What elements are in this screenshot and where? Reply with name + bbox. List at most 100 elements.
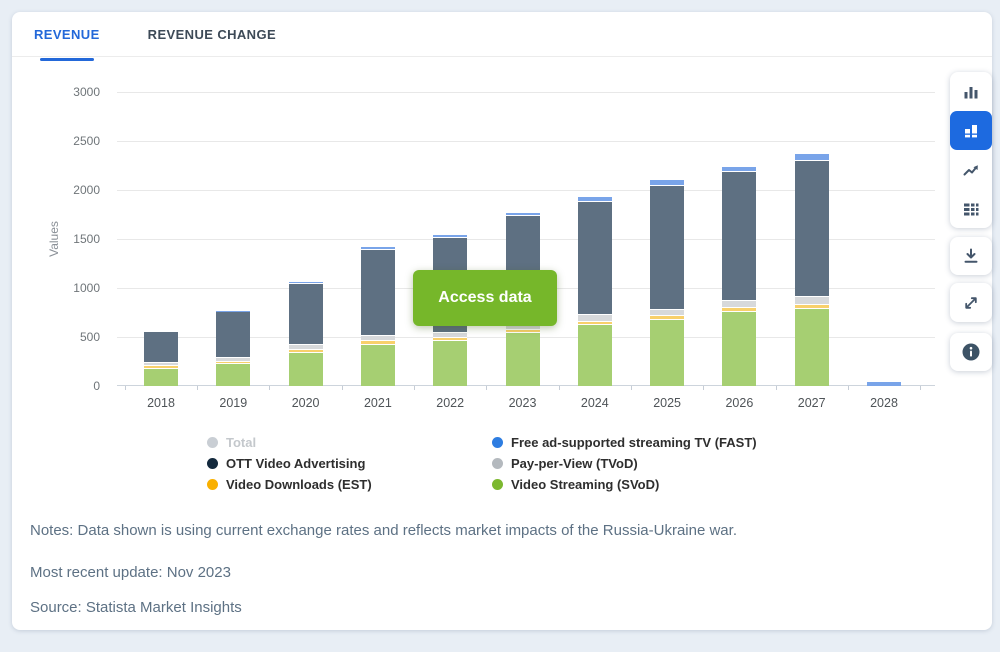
info-button[interactable]: [950, 333, 992, 371]
legend-dot-icon: [207, 479, 218, 490]
bar-segment[interactable]: [794, 153, 829, 160]
bar-segment[interactable]: [722, 311, 757, 386]
x-tick-label: 2026: [725, 396, 754, 410]
tab-revenue[interactable]: REVENUE: [34, 12, 100, 61]
bar-segment[interactable]: [867, 380, 901, 386]
x-tick-label: 2024: [580, 396, 609, 410]
download-button[interactable]: [950, 237, 992, 275]
legend-item[interactable]: Free ad-supported streaming TV (FAST): [492, 432, 757, 453]
bar-segment[interactable]: [577, 196, 612, 201]
tab-revenue-change[interactable]: REVENUE CHANGE: [147, 26, 277, 42]
fullscreen-button[interactable]: [950, 283, 992, 322]
bar-segment[interactable]: [360, 343, 395, 386]
x-tick-label: 2021: [363, 396, 392, 410]
bar-segment[interactable]: [144, 365, 178, 369]
bar-segment[interactable]: [577, 200, 612, 315]
x-axis-tick: [414, 386, 416, 390]
bar-segment[interactable]: [794, 303, 829, 308]
bar-segment[interactable]: [505, 332, 540, 386]
bar-segment[interactable]: [650, 179, 685, 185]
x-axis-tick: [558, 386, 560, 390]
legend-dot-icon: [207, 458, 218, 469]
legend-item[interactable]: OTT Video Advertising: [207, 453, 372, 474]
line-chart-button[interactable]: [950, 150, 992, 189]
bar-segment[interactable]: [794, 307, 829, 386]
legend-column-1: Total OTT Video Advertising Video Download…: [207, 432, 372, 495]
source-text: Source: Statista Market Insights: [30, 599, 242, 616]
bar-segment[interactable]: [433, 234, 468, 237]
bar-segment[interactable]: [360, 335, 395, 341]
bar-segment[interactable]: [722, 299, 757, 308]
bar-segment[interactable]: [288, 352, 323, 386]
stacked-chart-button[interactable]: [950, 111, 992, 150]
legend-label: OTT Video Advertising: [226, 456, 366, 471]
chart-type-switcher: [950, 72, 992, 228]
x-axis-tick: [775, 386, 777, 390]
bar-segment[interactable]: [216, 311, 251, 357]
bar-segment[interactable]: [433, 331, 468, 337]
bar-segment[interactable]: [144, 331, 178, 362]
legend-item[interactable]: Video Downloads (EST): [207, 474, 372, 495]
bar-segment[interactable]: [288, 343, 323, 349]
bar-segment[interactable]: [433, 340, 468, 386]
data-table-icon: [964, 203, 979, 215]
x-tick-label: 2020: [291, 396, 320, 410]
stacked-chart-icon: [965, 124, 977, 137]
bar-segment[interactable]: [722, 171, 757, 300]
x-axis-tick: [269, 386, 271, 390]
download-icon: [964, 248, 978, 263]
bar-segment[interactable]: [216, 360, 251, 364]
y-tick-label: 0: [93, 379, 100, 393]
y-tick-label: 500: [79, 330, 100, 344]
gridline: [117, 190, 935, 191]
bar-segment[interactable]: [650, 315, 685, 319]
bar-segment[interactable]: [722, 307, 757, 312]
bar-segment[interactable]: [360, 247, 395, 249]
bar-segment[interactable]: [288, 281, 323, 283]
x-tick-label: 2019: [219, 396, 248, 410]
bar-segment[interactable]: [216, 363, 251, 386]
bar-segment[interactable]: [577, 320, 612, 325]
bar-segment[interactable]: [577, 324, 612, 386]
bar-segment[interactable]: [794, 295, 829, 304]
bar-segment[interactable]: [360, 248, 395, 336]
bar-segment[interactable]: [577, 314, 612, 321]
bar-segment[interactable]: [144, 368, 178, 386]
data-table-button[interactable]: [950, 189, 992, 228]
gridline: [117, 92, 935, 93]
legend-item[interactable]: Video Streaming (SVoD): [492, 474, 757, 495]
legend-item[interactable]: Pay-per-View (TVoD): [492, 453, 757, 474]
y-tick-label: 2500: [73, 134, 100, 148]
bar-segment[interactable]: [722, 165, 757, 172]
legend-item[interactable]: Total: [207, 432, 372, 453]
info-icon: [962, 343, 980, 361]
legend-label: Total: [226, 435, 257, 450]
bar-segment[interactable]: [144, 361, 178, 366]
bar-segment[interactable]: [505, 211, 540, 215]
bar-segment[interactable]: [505, 328, 540, 333]
x-tick-label: 2023: [508, 396, 537, 410]
legend-label: Video Downloads (EST): [226, 477, 372, 492]
bar-segment[interactable]: [650, 308, 685, 316]
y-tick-label: 3000: [73, 85, 100, 99]
access-data-button[interactable]: Access data: [413, 270, 557, 326]
bar-segment[interactable]: [288, 348, 323, 353]
fullscreen-icon: [965, 296, 977, 309]
notes-text: Notes: Data shown is using current excha…: [30, 522, 737, 539]
y-tick-label: 1000: [73, 281, 100, 295]
bar-segment[interactable]: [433, 337, 468, 341]
column-chart-button[interactable]: [950, 72, 992, 111]
bar-segment[interactable]: [794, 159, 829, 296]
bar-segment[interactable]: [650, 184, 685, 309]
bar-segment[interactable]: [216, 356, 251, 361]
bar-segment[interactable]: [288, 282, 323, 344]
x-tick-label: 2022: [436, 396, 465, 410]
chart-plot-area: Values 0 500 1000 1500 2000 2500 3000 2018 2019 2…: [47, 85, 935, 410]
y-tick-label: 1500: [73, 232, 100, 246]
legend-label: Pay-per-View (TVoD): [511, 456, 638, 471]
x-tick-label: 2027: [797, 396, 826, 410]
bar-segment[interactable]: [360, 340, 395, 344]
legend-column-2: Free ad-supported streaming TV (FAST) Pay…: [492, 432, 757, 495]
bar-segment[interactable]: [650, 318, 685, 386]
